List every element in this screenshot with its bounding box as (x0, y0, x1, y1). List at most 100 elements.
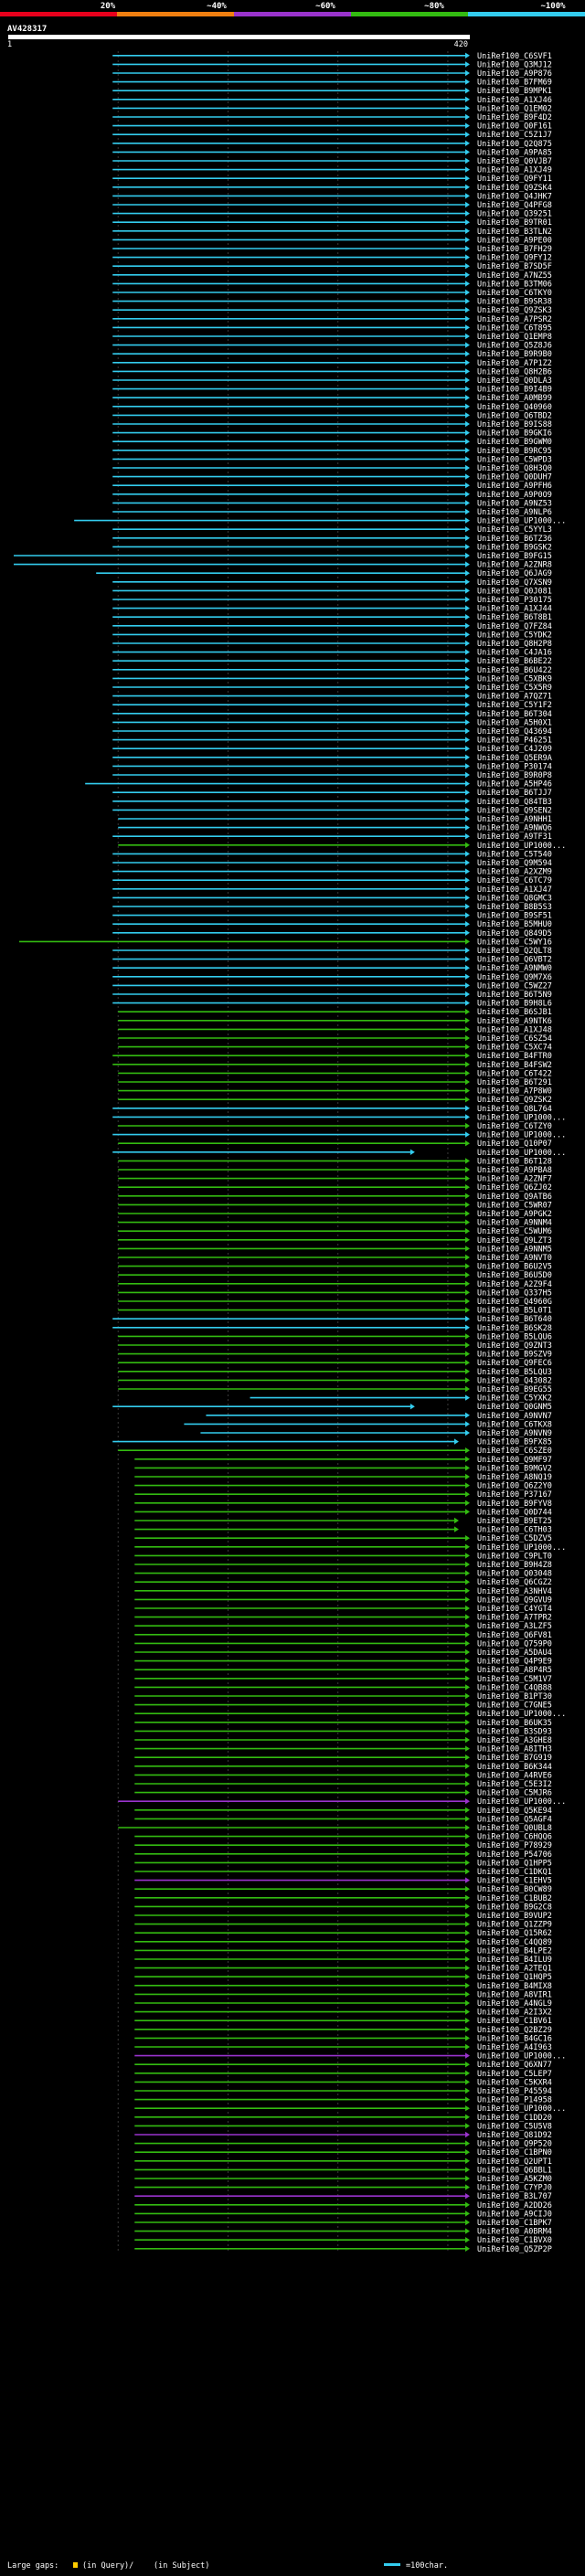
hit-label[interactable]: UniRef100_Q0DUH7 (477, 473, 552, 482)
hit-row[interactable]: UniRef100_Q9M7X6 (112, 973, 552, 982)
hit-label[interactable]: UniRef100_B9IS88 (477, 420, 552, 429)
hit-label[interactable]: UniRef100_Q84TB3 (477, 798, 552, 807)
hit-row[interactable]: UniRef100_C6T422 (118, 1069, 552, 1078)
hit-row[interactable]: UniRef100_B4FSW2 (112, 1061, 552, 1070)
hit-row[interactable]: UniRef100_Q4JHK7 (112, 192, 552, 201)
hit-row[interactable]: UniRef100_Q6BBL1 (134, 2166, 552, 2175)
hit-label[interactable]: UniRef100_B6U5D0 (477, 1271, 552, 1280)
hit-row[interactable]: UniRef100_C1BPK7 (134, 2219, 552, 2228)
hit-row[interactable]: UniRef100_Q6FV81 (134, 1631, 552, 1640)
hit-row[interactable]: UniRef100_Q9ATB6 (118, 1193, 552, 1202)
hit-row[interactable]: UniRef100_P78929 (134, 1841, 552, 1850)
hit-row[interactable]: UniRef100_B9MGV2 (134, 1464, 552, 1473)
hit-label[interactable]: UniRef100_Q81D92 (477, 2131, 552, 2140)
hit-label[interactable]: UniRef100_B7FM69 (477, 79, 552, 88)
hit-row[interactable]: UniRef100_B4LPE2 (134, 1946, 552, 1956)
hit-row[interactable]: UniRef100_A9PGK2 (118, 1210, 552, 1219)
hit-row[interactable]: UniRef100_Q2UPT1 (134, 2157, 552, 2167)
hit-row[interactable]: UniRef100_Q4P9E9 (134, 1658, 552, 1667)
hit-row[interactable]: UniRef100_UP1000... (112, 1131, 566, 1140)
hit-row[interactable]: UniRef100_B6T8B1 (112, 613, 552, 622)
hit-label[interactable]: UniRef100_Q7FZ84 (477, 622, 552, 631)
hit-row[interactable]: UniRef100_Q759P0 (134, 1639, 552, 1648)
hit-label[interactable]: UniRef100_Q1ZZP9 (477, 1921, 552, 1930)
hit-row[interactable]: UniRef100_B6U422 (112, 666, 552, 675)
hit-label[interactable]: UniRef100_B6T640 (477, 1315, 552, 1324)
hit-label[interactable]: UniRef100_B6SK28 (477, 1324, 552, 1333)
hit-label[interactable]: UniRef100_Q5ER9A (477, 754, 552, 763)
hit-row[interactable]: UniRef100_A7TPR2 (134, 1614, 552, 1623)
hit-label[interactable]: UniRef100_C5Z1J7 (477, 131, 552, 140)
hit-label[interactable]: UniRef100_A9NNM5 (477, 1245, 552, 1254)
hit-row[interactable]: UniRef100_Q0GNM5 (112, 1403, 552, 1412)
hit-row[interactable]: UniRef100_A3LZF5 (134, 1622, 552, 1631)
hit-label[interactable]: UniRef100_Q9ZSK4 (477, 184, 552, 193)
hit-row[interactable]: UniRef100_A9TF31 (112, 832, 552, 842)
hit-label[interactable]: UniRef100_A9PE00 (477, 236, 552, 245)
hit-label[interactable]: UniRef100_B6SJB1 (477, 1008, 552, 1017)
hit-label[interactable]: UniRef100_A9NTK6 (477, 1017, 552, 1026)
hit-label[interactable]: UniRef100_B9MPK1 (477, 87, 552, 96)
hit-label[interactable]: UniRef100_Q7XSN9 (477, 578, 552, 588)
hit-label[interactable]: UniRef100_Q0J081 (477, 587, 552, 596)
hit-label[interactable]: UniRef100_Q9ZSK3 (477, 306, 552, 315)
hit-label[interactable]: UniRef100_A7P1Z2 (477, 359, 552, 368)
hit-row[interactable]: UniRef100_A1XJ49 (112, 166, 552, 175)
hit-label[interactable]: UniRef100_Q9SEN2 (477, 806, 552, 815)
hit-label[interactable]: UniRef100_A8P4R5 (477, 1666, 552, 1675)
hit-row[interactable]: UniRef100_UP1000... (134, 2104, 566, 2114)
hit-label[interactable]: UniRef100_P46251 (477, 737, 552, 746)
hit-row[interactable]: UniRef100_C5X5R9 (112, 684, 552, 693)
hit-label[interactable]: UniRef100_UP1000... (477, 842, 566, 851)
hit-row[interactable]: UniRef100_UP1000... (134, 1710, 566, 1719)
hit-label[interactable]: UniRef100_A9TF31 (477, 832, 552, 842)
hit-label[interactable]: UniRef100_Q2UPT1 (477, 2157, 552, 2167)
hit-row[interactable]: UniRef100_P54706 (134, 1850, 552, 1860)
hit-label[interactable]: UniRef100_C5WY16 (477, 938, 552, 947)
hit-label[interactable]: UniRef100_Q2Q875 (477, 140, 552, 149)
hit-row[interactable]: UniRef100_C6SVF1 (112, 52, 552, 61)
hit-label[interactable]: UniRef100_C5X5R9 (477, 684, 552, 693)
hit-label[interactable]: UniRef100_C5XBK9 (477, 674, 552, 684)
hit-row[interactable]: UniRef100_B9ET25 (134, 1517, 552, 1526)
hit-row[interactable]: UniRef100_B5LQU6 (118, 1332, 552, 1341)
hit-label[interactable]: UniRef100_Q6ZJ02 (477, 1183, 552, 1193)
hit-row[interactable]: UniRef100_B9GSK2 (112, 543, 552, 552)
hit-row[interactable]: UniRef100_A7P8W0 (118, 1087, 552, 1097)
hit-row[interactable]: UniRef100_A9NHH1 (118, 815, 552, 824)
hit-row[interactable]: UniRef100_B4MIX8 (134, 1982, 552, 1991)
hit-label[interactable]: UniRef100_Q6CGZ2 (477, 1578, 552, 1587)
hit-label[interactable]: UniRef100_B9GWM0 (477, 438, 552, 447)
hit-row[interactable]: UniRef100_A5H0X1 (112, 718, 552, 727)
hit-label[interactable]: UniRef100_A3GHE8 (477, 1736, 552, 1745)
hit-row[interactable]: UniRef100_C5WPD3 (112, 455, 552, 464)
hit-label[interactable]: UniRef100_Q03048 (477, 1570, 552, 1579)
hit-row[interactable]: UniRef100_A4RVE6 (134, 1771, 552, 1780)
hit-row[interactable]: UniRef100_P45594 (134, 2087, 552, 2096)
hit-label[interactable]: UniRef100_B0CW89 (477, 1885, 552, 1894)
hit-label[interactable]: UniRef100_B9VUP2 (477, 1912, 552, 1921)
hit-label[interactable]: UniRef100_Q6TBD2 (477, 411, 552, 420)
hit-label[interactable]: UniRef100_C5YYL3 (477, 525, 552, 535)
hit-row[interactable]: UniRef100_Q5ER9A (112, 754, 552, 763)
hit-row[interactable]: UniRef100_A9PE00 (112, 236, 552, 245)
hit-label[interactable]: UniRef100_Q40960 (477, 403, 552, 412)
hit-label[interactable]: UniRef100_C6SZE0 (477, 1447, 552, 1456)
hit-label[interactable]: UniRef100_P54706 (477, 1850, 552, 1860)
hit-row[interactable]: UniRef100_Q2QLT8 (112, 947, 552, 956)
hit-label[interactable]: UniRef100_C4YGT4 (477, 1605, 552, 1614)
hit-label[interactable]: UniRef100_A9PA85 (477, 148, 552, 157)
hit-label[interactable]: UniRef100_Q0F161 (477, 122, 552, 132)
hit-label[interactable]: UniRef100_Q0UBL8 (477, 1824, 552, 1833)
hit-label[interactable]: UniRef100_C6TKX8 (477, 1420, 552, 1429)
hit-label[interactable]: UniRef100_C4QB88 (477, 1683, 552, 1692)
hit-label[interactable]: UniRef100_Q4PFG8 (477, 201, 552, 210)
hit-row[interactable]: UniRef100_B9H4Z8 (134, 1561, 552, 1570)
hit-label[interactable]: UniRef100_Q6FV81 (477, 1631, 552, 1640)
hit-label[interactable]: UniRef100_Q8L764 (477, 1105, 552, 1114)
hit-label[interactable]: UniRef100_C5WUM6 (477, 1227, 552, 1236)
hit-label[interactable]: UniRef100_B3TM06 (477, 280, 552, 289)
hit-label[interactable]: UniRef100_A9NZ53 (477, 499, 552, 508)
hit-row[interactable]: UniRef100_C5YXK2 (250, 1394, 552, 1404)
hit-row[interactable]: UniRef100_B6SK28 (112, 1324, 552, 1333)
